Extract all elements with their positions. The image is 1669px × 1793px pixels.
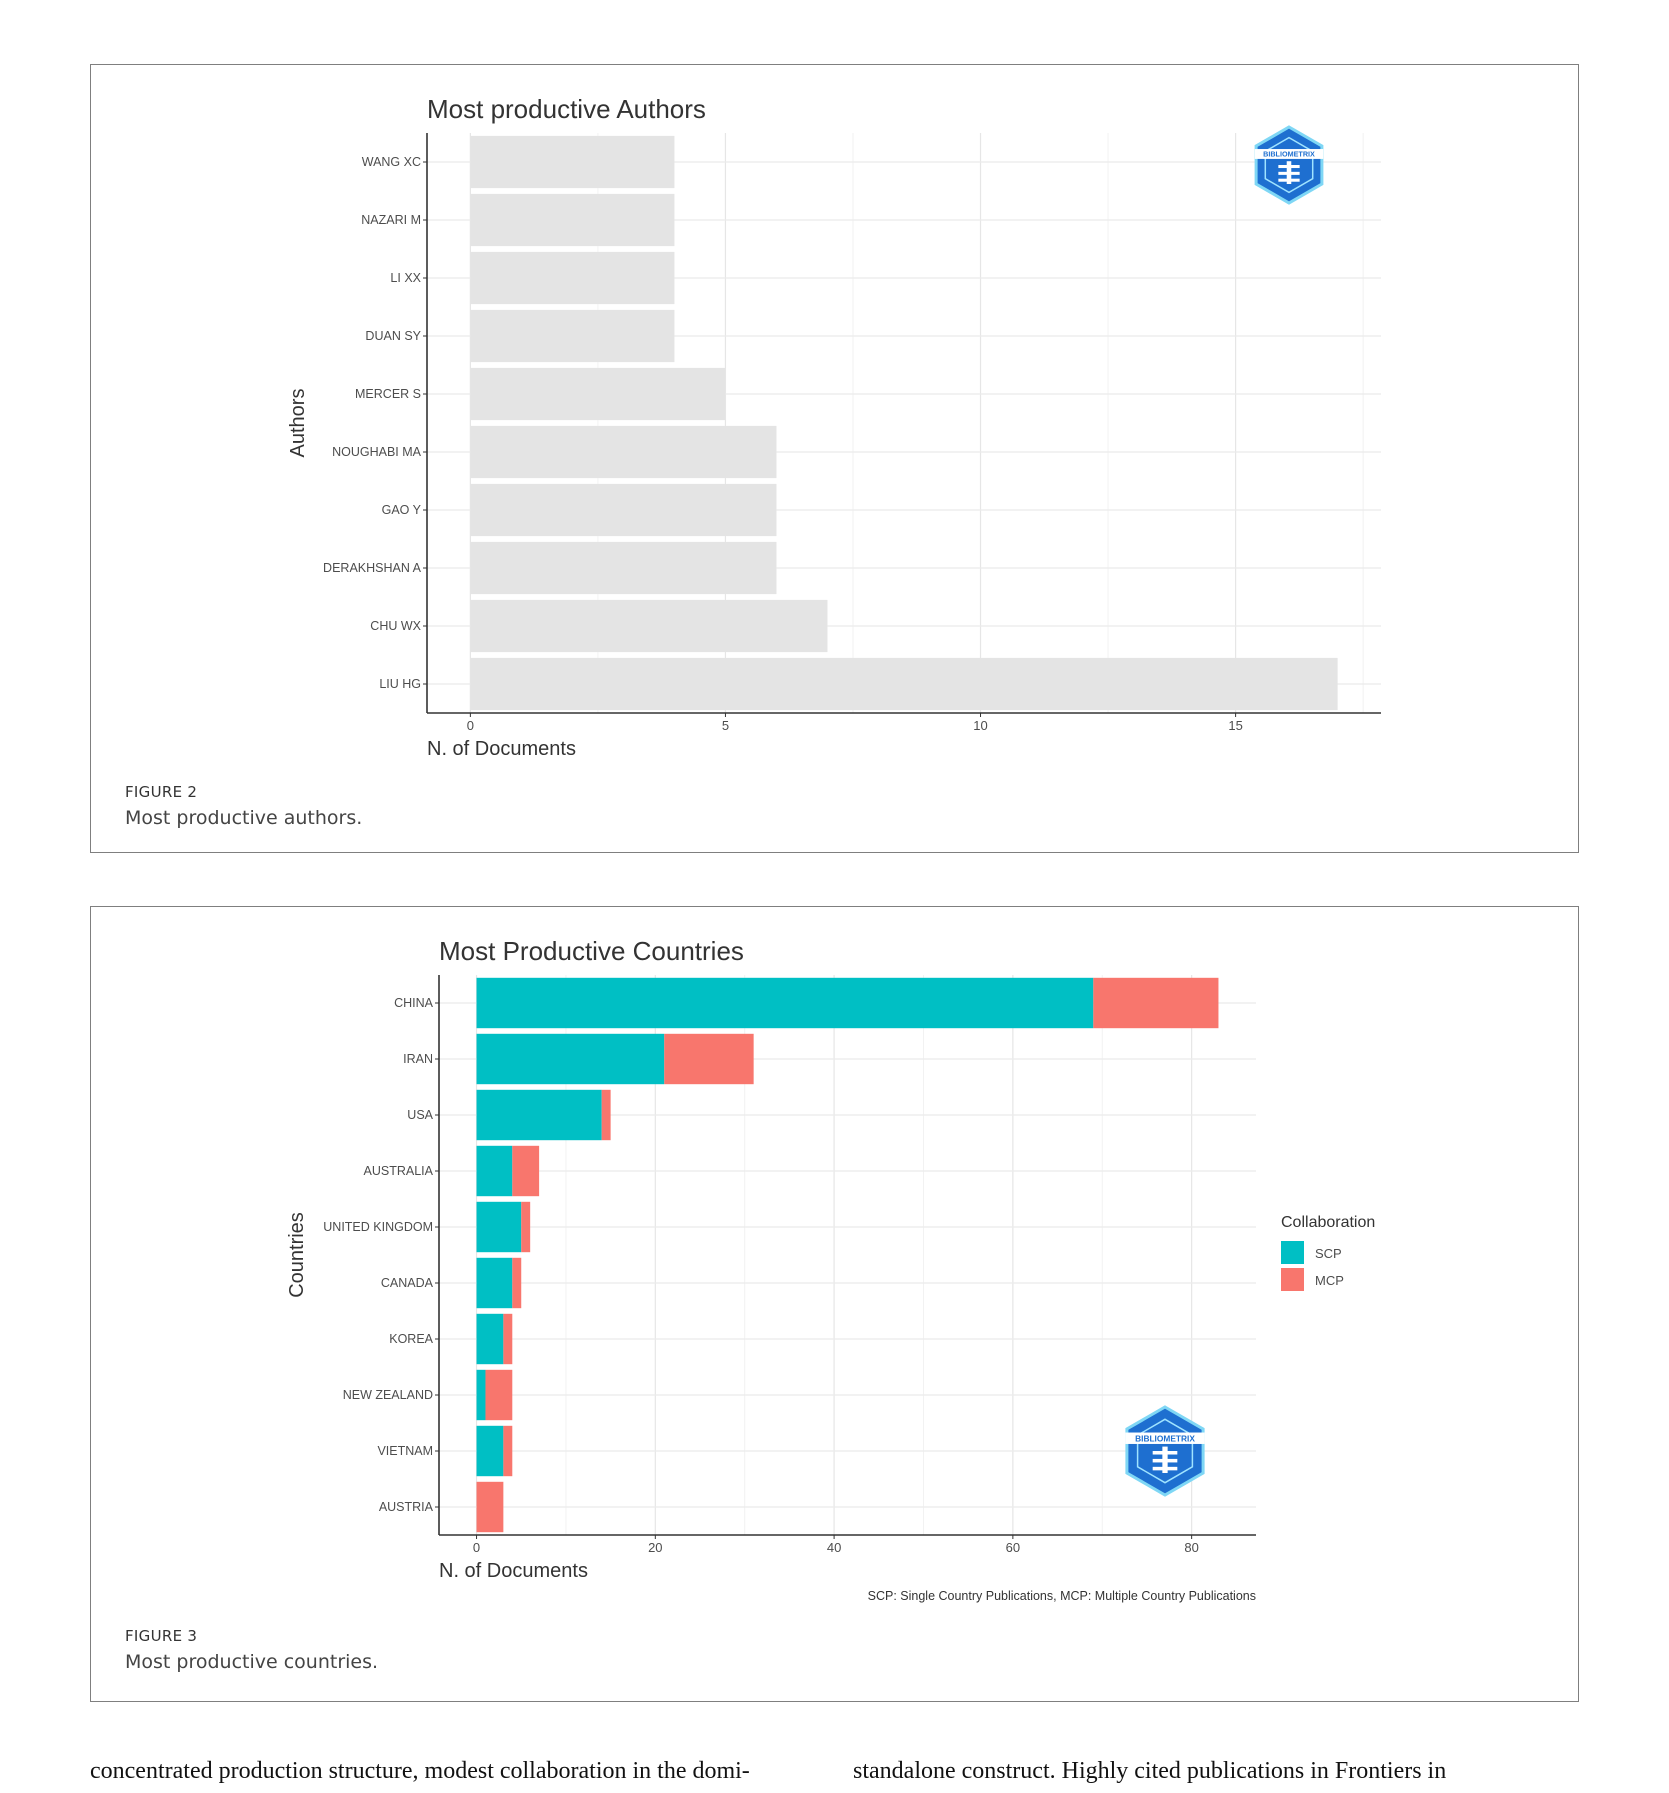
- bar-scp: [476, 1201, 522, 1253]
- y-tick-label: UNITED KINGDOM: [323, 1220, 433, 1234]
- y-tick-label: USA: [407, 1108, 433, 1122]
- y-tick-label: CANADA: [381, 1276, 434, 1290]
- logo-text: BIBLIOMETRIX: [1135, 1433, 1195, 1443]
- figure-caption: Most productive authors.: [125, 807, 363, 829]
- x-tick-label: 80: [1184, 1540, 1198, 1555]
- y-tick-label: MERCER S: [355, 387, 421, 401]
- y-tick-label: NAZARI M: [361, 213, 421, 227]
- bar-mcp: [485, 1369, 513, 1421]
- body-text-left: concentrated production structure, modes…: [90, 1758, 750, 1784]
- bar-mcp: [512, 1145, 540, 1197]
- legend-label: MCP: [1315, 1273, 1344, 1288]
- y-tick-label: NOUGHABI MA: [332, 445, 422, 459]
- y-tick-label: VIETNAM: [377, 1444, 433, 1458]
- bar-scp: [476, 1313, 504, 1365]
- logo-step: [1278, 171, 1300, 175]
- y-tick-label: LIU HG: [379, 677, 421, 691]
- x-tick-label: 0: [473, 1540, 480, 1555]
- x-tick-label: 40: [827, 1540, 841, 1555]
- x-tick-label: 5: [722, 718, 729, 733]
- logo-step: [1278, 178, 1300, 182]
- bar-scp: [476, 1033, 665, 1085]
- logo-text: BIBLIOMETRIX: [1263, 150, 1315, 159]
- logo-banner: [1254, 149, 1324, 159]
- bar-scp: [476, 977, 1094, 1029]
- x-axis-label: N. of Documents: [427, 738, 576, 760]
- x-tick-label: 0: [467, 718, 474, 733]
- legend-title: Collaboration: [1281, 1214, 1375, 1231]
- figure-label: FIGURE 2: [125, 783, 198, 801]
- logo-step: [1152, 1451, 1178, 1455]
- legend: Collaboration SCP MCP: [1281, 1214, 1375, 1291]
- figure-3: CHINA IRAN USA AUSTRALIA UNITED KINGDOM CANAD…: [90, 906, 1579, 1702]
- bar: [470, 193, 675, 247]
- y-tick-label: GAO Y: [382, 503, 422, 517]
- bibliometrix-logo: BIBLIOMETRIX: [1125, 1405, 1205, 1497]
- bar: [470, 599, 828, 653]
- logo-step: [1152, 1458, 1178, 1463]
- y-tick-label: AUSTRALIA: [364, 1164, 434, 1178]
- body-text-right: standalone construct. Highly cited publi…: [853, 1758, 1447, 1784]
- bar: [470, 367, 726, 421]
- x-axis-label: N. of Documents: [439, 1560, 588, 1582]
- y-axis-label: Authors: [287, 389, 309, 458]
- bar: [470, 483, 777, 537]
- y-tick-label: LI XX: [390, 271, 421, 285]
- bar-scp: [476, 1257, 513, 1309]
- legend-swatch-mcp: [1281, 1268, 1304, 1291]
- y-tick-label: CHU WX: [370, 619, 421, 633]
- logo-step: [1278, 165, 1300, 169]
- bar-mcp: [476, 1481, 504, 1533]
- bar-scp: [476, 1369, 486, 1421]
- countries-chart: CHINA IRAN USA AUSTRALIA UNITED KINGDOM CANAD…: [286, 936, 1375, 1603]
- chart-title: Most Productive Countries: [439, 936, 744, 966]
- x-tick-label: 10: [973, 718, 987, 733]
- bar-mcp: [512, 1257, 522, 1309]
- chart-note: SCP: Single Country Publications, MCP: M…: [868, 1589, 1256, 1603]
- legend-label: SCP: [1315, 1246, 1342, 1261]
- bibliometrix-logo: BIBLIOMETRIX: [1254, 125, 1324, 205]
- y-tick-label: DUAN SY: [365, 329, 421, 343]
- bar-mcp: [664, 1033, 754, 1085]
- bar-mcp: [503, 1425, 513, 1477]
- y-tick-label: KOREA: [389, 1332, 433, 1346]
- logo-banner: [1125, 1432, 1205, 1444]
- bar: [470, 309, 675, 363]
- bar: [470, 541, 777, 595]
- bar-mcp: [1093, 977, 1219, 1029]
- bar-scp: [476, 1089, 602, 1141]
- y-tick-label: CHINA: [394, 996, 434, 1010]
- y-tick-label: IRAN: [403, 1052, 433, 1066]
- chart-title: Most productive Authors: [427, 94, 706, 124]
- bar: [470, 251, 675, 305]
- bar-mcp: [601, 1089, 611, 1141]
- y-tick-label: AUSTRIA: [379, 1500, 434, 1514]
- x-tick-label: 15: [1228, 718, 1242, 733]
- bar: [470, 425, 777, 479]
- figure-caption: Most productive countries.: [125, 1651, 379, 1673]
- authors-chart: WANG XC NAZARI M LI XX DUAN SY MERCER S NOUGH…: [287, 94, 1381, 760]
- bar-scp: [476, 1425, 504, 1477]
- legend-swatch-scp: [1281, 1241, 1304, 1264]
- y-tick-label: DERAKHSHAN A: [323, 561, 422, 575]
- bar-mcp: [521, 1201, 531, 1253]
- y-tick-label: WANG XC: [362, 155, 421, 169]
- logo-step: [1152, 1466, 1178, 1471]
- figure-2: WANG XC NAZARI M LI XX DUAN SY MERCER S NOUGH…: [90, 64, 1579, 853]
- bar: [470, 657, 1338, 711]
- x-tick-label: 20: [648, 1540, 662, 1555]
- bar: [470, 135, 675, 189]
- x-tick-label: 60: [1006, 1540, 1020, 1555]
- bar-scp: [476, 1145, 513, 1197]
- y-tick-label: NEW ZEALAND: [343, 1388, 433, 1402]
- y-axis-label: Countries: [286, 1212, 308, 1298]
- figure-label: FIGURE 3: [125, 1627, 198, 1645]
- bar-mcp: [503, 1313, 513, 1365]
